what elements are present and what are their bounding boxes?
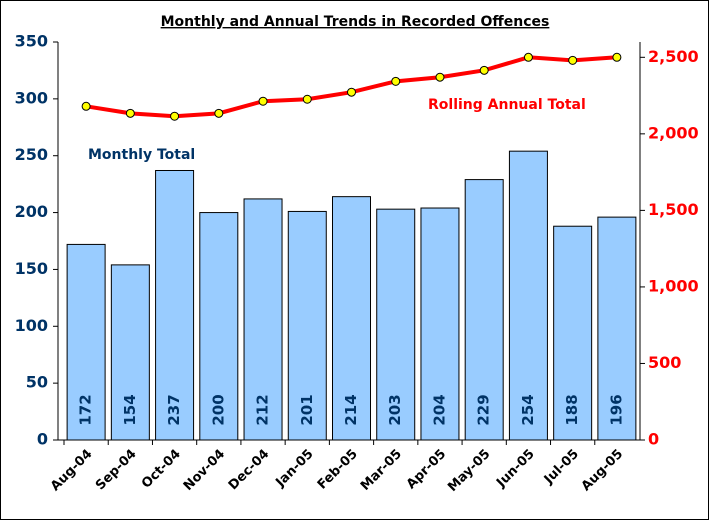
y-tick-label: 100: [15, 316, 48, 335]
y2-tick-label: 1,000: [648, 276, 699, 295]
bar: [420, 207, 460, 441]
y-tick-label: 250: [15, 145, 48, 164]
bar: [243, 198, 283, 441]
bar: [464, 179, 504, 441]
y-tick-label: 300: [15, 88, 48, 107]
line-marker: [612, 52, 622, 62]
y-tick-label: 350: [15, 32, 48, 51]
legend-label: Monthly Total: [88, 147, 195, 163]
line-marker: [391, 76, 401, 86]
y2-tick-label: 2,500: [648, 47, 699, 66]
bar: [155, 169, 195, 441]
bar-value-label: 212: [254, 394, 272, 425]
y-tick-label: 50: [26, 373, 48, 392]
bar: [508, 150, 548, 441]
y2-tick-label: 1,500: [648, 200, 699, 219]
line-marker: [125, 108, 135, 118]
bar: [110, 264, 150, 441]
y2-tick-label: 500: [648, 353, 681, 372]
bar-value-label: 188: [563, 394, 581, 425]
bar: [66, 243, 106, 441]
bar-value-label: 172: [77, 394, 95, 425]
bar: [332, 196, 371, 441]
line-marker: [523, 52, 533, 62]
line-marker: [302, 94, 312, 104]
line-marker: [258, 96, 268, 106]
bar-value-label: 254: [519, 394, 537, 425]
y2-tick-label: 0: [648, 430, 659, 449]
bar: [553, 225, 593, 441]
bar-value-label: 201: [298, 394, 316, 425]
y-tick-label: 150: [15, 259, 48, 278]
bar: [376, 208, 416, 441]
bar-value-label: 196: [607, 394, 625, 425]
bar: [287, 210, 327, 441]
bar-value-label: 214: [342, 394, 360, 425]
bar-value-label: 154: [121, 394, 139, 425]
bar: [597, 216, 637, 441]
line-marker: [214, 108, 224, 118]
line-marker: [568, 55, 578, 65]
line-marker: [479, 65, 489, 75]
bar-value-label: 204: [430, 394, 448, 425]
line-marker: [170, 111, 180, 121]
bar-value-label: 229: [475, 394, 493, 425]
y2-tick-label: 2,000: [648, 123, 699, 142]
bar: [199, 212, 239, 441]
chart-title: Monthly and Annual Trends in Recorded Of…: [161, 14, 550, 30]
line-marker: [347, 87, 356, 97]
bar-value-label: 237: [165, 394, 183, 425]
bar-value-label: 200: [209, 394, 227, 425]
legend-label: Rolling Annual Total: [428, 97, 586, 113]
bar-value-label: 203: [386, 394, 404, 425]
y-tick-label: 0: [37, 430, 48, 449]
line-marker: [435, 72, 445, 82]
line-marker: [81, 101, 91, 111]
y-tick-label: 200: [15, 202, 48, 221]
